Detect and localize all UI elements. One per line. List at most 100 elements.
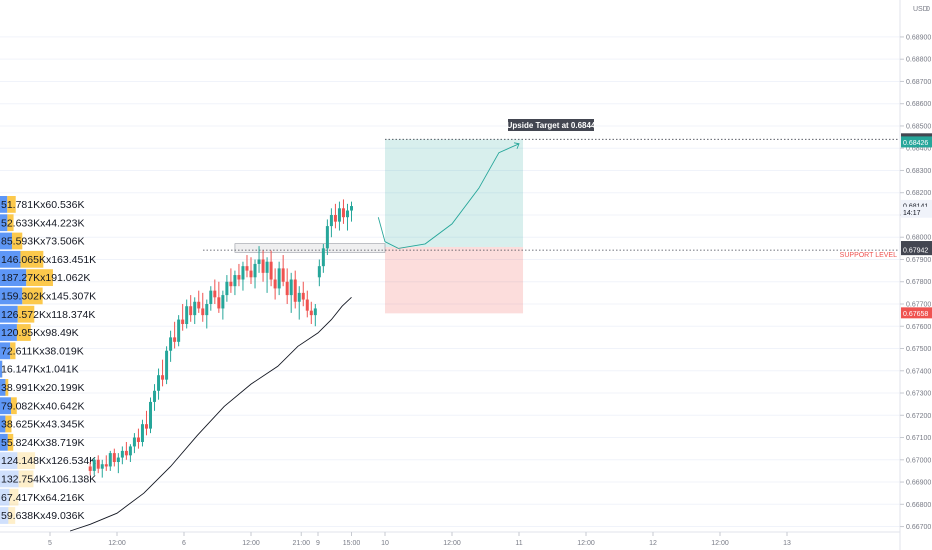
candle-body	[116, 457, 120, 463]
y-tick-label: 0.68300	[906, 168, 931, 175]
loss-zone	[385, 247, 524, 314]
price-labels: 0.684400.684260.6814114:170.679560.67942…	[901, 133, 932, 319]
x-tick-label: 9	[316, 540, 320, 547]
volume-bar-sell	[11, 397, 17, 415]
volume-profile-label: 79.082Kx40.642K	[1, 400, 85, 412]
candle-body	[144, 424, 148, 429]
volume-bar-sell	[17, 452, 36, 469]
volume-bar-buy	[0, 196, 8, 213]
volume-profile: 51.781Kx60.536K 52.633Kx44.223K 85.593Kx73…	[0, 196, 96, 524]
volume-bar-sell	[7, 214, 14, 232]
candle-body	[309, 310, 313, 316]
price-label: 0.67942	[903, 248, 928, 255]
candle-body	[193, 301, 197, 316]
candle-body	[185, 306, 189, 325]
candle-body	[333, 214, 337, 222]
volume-bar-buy	[0, 488, 10, 506]
y-tick-label: 0.67000	[906, 457, 931, 464]
x-tick-label: 12:00	[242, 540, 260, 547]
position-zones[interactable]	[234, 139, 524, 314]
time-axis[interactable]: 5 12:00 6 12:00 21:00 9 15:00 10 12:00 11 12:00 12 1…	[0, 531, 900, 547]
volume-bar-sell	[16, 324, 31, 341]
price-label-box	[901, 244, 932, 256]
candle-body	[201, 308, 205, 316]
volume-profile-label: 132.754Kx106.138K	[1, 474, 96, 486]
volume-bar-buy	[0, 305, 18, 323]
volume-profile-label: 146.065Kx163.451K	[1, 254, 96, 266]
x-tick-label: 12:00	[577, 540, 595, 547]
volume-bar-sell	[5, 379, 9, 396]
price-label-box	[901, 206, 932, 218]
candle-body	[92, 459, 96, 471]
upside-target-callout: Upside Target at 0.6844	[507, 121, 596, 130]
candle-body	[88, 466, 92, 471]
candle-body	[237, 275, 241, 280]
support-box	[234, 243, 386, 253]
candle-body	[229, 281, 233, 287]
candle-body	[189, 306, 193, 316]
candle-body	[205, 303, 209, 316]
candle-body	[305, 299, 309, 311]
support-level-label: SUPPORT LEVEL	[840, 252, 897, 259]
currency-label: USD	[913, 6, 928, 13]
volume-bar-buy	[0, 269, 27, 286]
y-tick-label: 0.67300	[906, 391, 931, 398]
candle-body	[100, 464, 104, 469]
candle-body	[261, 259, 265, 273]
candle-body	[169, 337, 173, 351]
y-tick-label: 0.68600	[906, 101, 931, 108]
volume-profile-label: 59.638Kx49.036K	[1, 510, 85, 522]
candle-body	[177, 319, 181, 342]
volume-profile-label: 67.417Kx64.216K	[1, 492, 85, 504]
volume-profile-label: 72.611Kx38.019K	[1, 345, 84, 357]
x-tick-label: 12:00	[443, 540, 461, 547]
candle-body	[96, 459, 100, 469]
candles	[88, 199, 353, 478]
price-label-box	[901, 199, 932, 211]
y-tick-label: 0.67600	[906, 324, 931, 331]
volume-bar-sell	[11, 232, 23, 250]
volume-profile-label: 16.147Kx1.041K	[1, 364, 79, 376]
candle-body	[257, 259, 261, 264]
candle-body	[153, 390, 157, 402]
y-tick-label: 0.67100	[906, 435, 931, 442]
volume-profile-label: 85.593Kx73.506K	[1, 236, 85, 248]
y-tick-label: 0.67800	[906, 279, 931, 286]
volume-bar-sell	[8, 507, 16, 524]
candle-body	[249, 270, 253, 278]
price-label: 14:17	[903, 210, 921, 217]
candle-body	[345, 210, 349, 218]
volume-bar-buy	[0, 360, 3, 378]
candle-body	[285, 281, 289, 296]
projection-arrow	[513, 142, 520, 149]
volume-profile-label: 124.148Kx126.534K	[1, 455, 96, 467]
candle-body	[221, 295, 225, 309]
y-tick-label: 0.68500	[906, 123, 931, 130]
y-tick-label: 0.67500	[906, 346, 931, 353]
volume-bar-buy	[0, 379, 6, 396]
price-label: 0.67658	[903, 311, 928, 318]
price-label: 0.68426	[903, 140, 928, 147]
candle-body	[281, 268, 285, 282]
candle-body	[181, 319, 185, 325]
x-tick-label: 13	[783, 540, 791, 547]
x-tick-label: 12:00	[108, 540, 126, 547]
candle-body	[329, 214, 333, 227]
volume-bar-buy	[0, 342, 11, 360]
y-tick-label: 0.67400	[906, 368, 931, 375]
y-tick-label: 0.66700	[906, 524, 931, 531]
volume-bar-buy	[0, 507, 9, 524]
volume-profile-label: 38.991Kx20.199K	[1, 382, 85, 394]
volume-bar-buy	[0, 287, 23, 305]
candle-body	[217, 297, 221, 309]
projection[interactable]	[377, 142, 520, 249]
price-axis[interactable]: USD 0 0.68900 0.68800 0.68700 0.68600 0.6850…	[899, 0, 931, 550]
candle-body	[161, 375, 165, 380]
volume-bar-sell	[18, 470, 34, 488]
candle-body	[241, 266, 245, 280]
projection-path	[377, 143, 520, 249]
candle-body	[108, 453, 112, 467]
x-tick-label: 21:00	[292, 540, 310, 547]
volume-profile-label: 52.633Kx44.223K	[1, 217, 85, 229]
